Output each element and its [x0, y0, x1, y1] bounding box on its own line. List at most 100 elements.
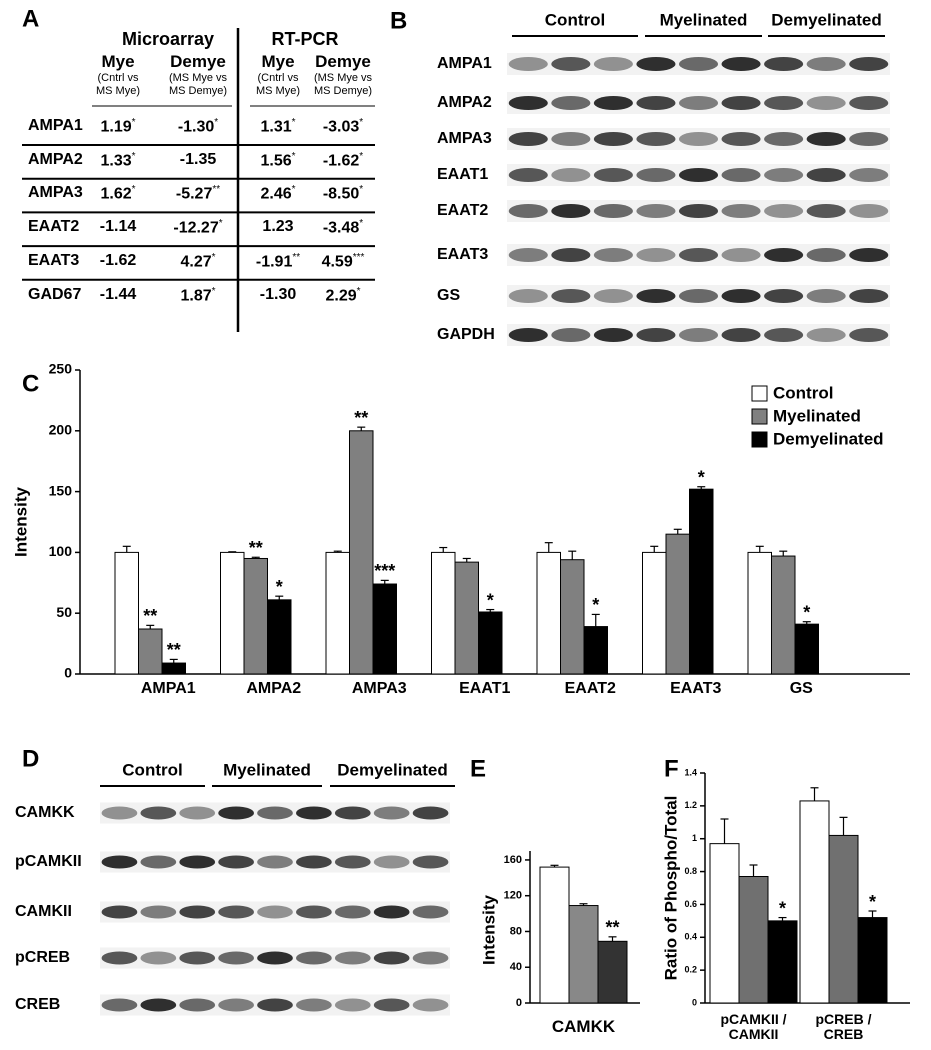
table-cell: 1.87*: [180, 286, 215, 305]
blot-band: [806, 248, 846, 262]
blot-band: [721, 96, 761, 110]
bar: [747, 551, 772, 675]
significance-label: *: [698, 467, 705, 487]
error-bar: [275, 595, 284, 600]
error-bar: [486, 608, 495, 612]
error-bar: [839, 816, 848, 836]
cell-value: -5.27: [175, 185, 213, 203]
bar: [738, 876, 769, 1004]
y-tick-label: 120: [504, 890, 522, 902]
blot-band: [721, 248, 761, 262]
y-tick-label: 0.2: [684, 965, 697, 975]
y-tick-label: 1: [692, 833, 697, 843]
blot-band: [551, 248, 591, 262]
significance-label: **: [167, 640, 181, 660]
blot-band: [721, 57, 761, 71]
table-cell: 2.29*: [325, 286, 360, 305]
bar: [597, 940, 628, 1004]
cell-significance: **: [212, 184, 221, 196]
cell-value: -1.30: [177, 118, 215, 136]
table-cell: 4.27*: [180, 252, 215, 271]
table-cell: 4.59***: [322, 252, 365, 271]
y-tick-label: 0: [64, 665, 72, 681]
cell-value: 1.62: [100, 185, 132, 203]
error-bar: [544, 542, 553, 553]
cell-value: -1.62: [322, 152, 360, 170]
blot-band: [764, 289, 804, 303]
table-cell: -1.35: [179, 150, 217, 169]
x-tick-label: AMPA2: [246, 680, 302, 697]
blot-band: [373, 951, 410, 965]
bar: [431, 551, 456, 675]
significance-label: *: [276, 577, 283, 597]
error-bar: [697, 486, 706, 490]
y-axis-label: Intensity: [479, 895, 498, 965]
blot-band: [218, 806, 254, 820]
bar: [114, 551, 139, 675]
blot-band: [721, 204, 761, 218]
table-cell: -1.44: [100, 286, 136, 304]
row-name: EAAT2: [28, 218, 80, 236]
table-cell: -5.27**: [176, 185, 220, 203]
cell-value: 1.33: [100, 152, 132, 170]
bar: [857, 917, 888, 1004]
table-cell: -1.62: [100, 252, 136, 270]
error-bar: [802, 621, 811, 625]
x-tick-label: CAMKK: [551, 1017, 616, 1036]
blot-band: [257, 998, 293, 1012]
x-tick-label: EAAT2: [564, 680, 616, 697]
cell-value: -12.27: [173, 219, 219, 237]
blot-band: [412, 951, 449, 965]
cell-significance: *: [291, 184, 296, 196]
blot-band: [140, 905, 177, 919]
blot-band: [551, 328, 591, 342]
cell-significance: *: [131, 184, 136, 196]
blot-band: [334, 998, 371, 1012]
row-label: CAMKII: [15, 903, 72, 920]
row-name: AMPA2: [28, 150, 83, 168]
error-bar: [591, 613, 600, 627]
blot-band: [551, 132, 591, 146]
blot-band: [551, 96, 591, 110]
x-tick-label: pCAMKII / CAMKII: [720, 1011, 787, 1042]
column-note: (MS Mye vs MS Demye): [168, 72, 228, 97]
error-bar: [755, 545, 764, 553]
blot-band: [593, 168, 633, 182]
blot-band: [373, 998, 410, 1012]
blot-band: [508, 132, 548, 146]
group-header: Myelinated: [223, 760, 311, 779]
blot-band: [101, 806, 138, 820]
bar: [794, 623, 819, 675]
table-cell: 1.62*: [100, 185, 135, 203]
blot-band: [593, 248, 633, 262]
blot-band: [636, 328, 676, 342]
panel-label: D: [22, 745, 39, 772]
y-tick-label: 0.6: [684, 899, 697, 909]
blot-band: [764, 132, 804, 146]
error-bar: [550, 864, 559, 868]
blot-band: [179, 905, 216, 919]
blot-band: [849, 57, 889, 71]
table-cell: -1.30*: [177, 117, 218, 136]
y-tick-label: 0: [516, 997, 522, 1009]
y-tick-label: 1.4: [684, 767, 697, 777]
legend-label: Demyelinated: [773, 429, 884, 448]
blot-band: [593, 96, 633, 110]
group-header: Control: [545, 10, 605, 29]
cell-value: -1.35: [179, 150, 217, 168]
cell-significance: *: [359, 218, 364, 230]
blot-band: [849, 96, 889, 110]
blot-band: [806, 204, 846, 218]
blot-band: [508, 289, 548, 303]
blot-band: [508, 204, 548, 218]
significance-label: *: [779, 898, 786, 918]
blot-band: [849, 132, 889, 146]
error-bar: [380, 579, 389, 585]
blot-band: [412, 905, 449, 919]
row-label: pCAMKII: [15, 853, 82, 870]
blot-band: [218, 905, 254, 919]
blot-band: [636, 168, 676, 182]
column-note: (MS Mye vs MS Demye): [313, 72, 373, 97]
x-tick-label: EAAT3: [670, 680, 722, 697]
row-label: AMPA2: [437, 94, 492, 111]
